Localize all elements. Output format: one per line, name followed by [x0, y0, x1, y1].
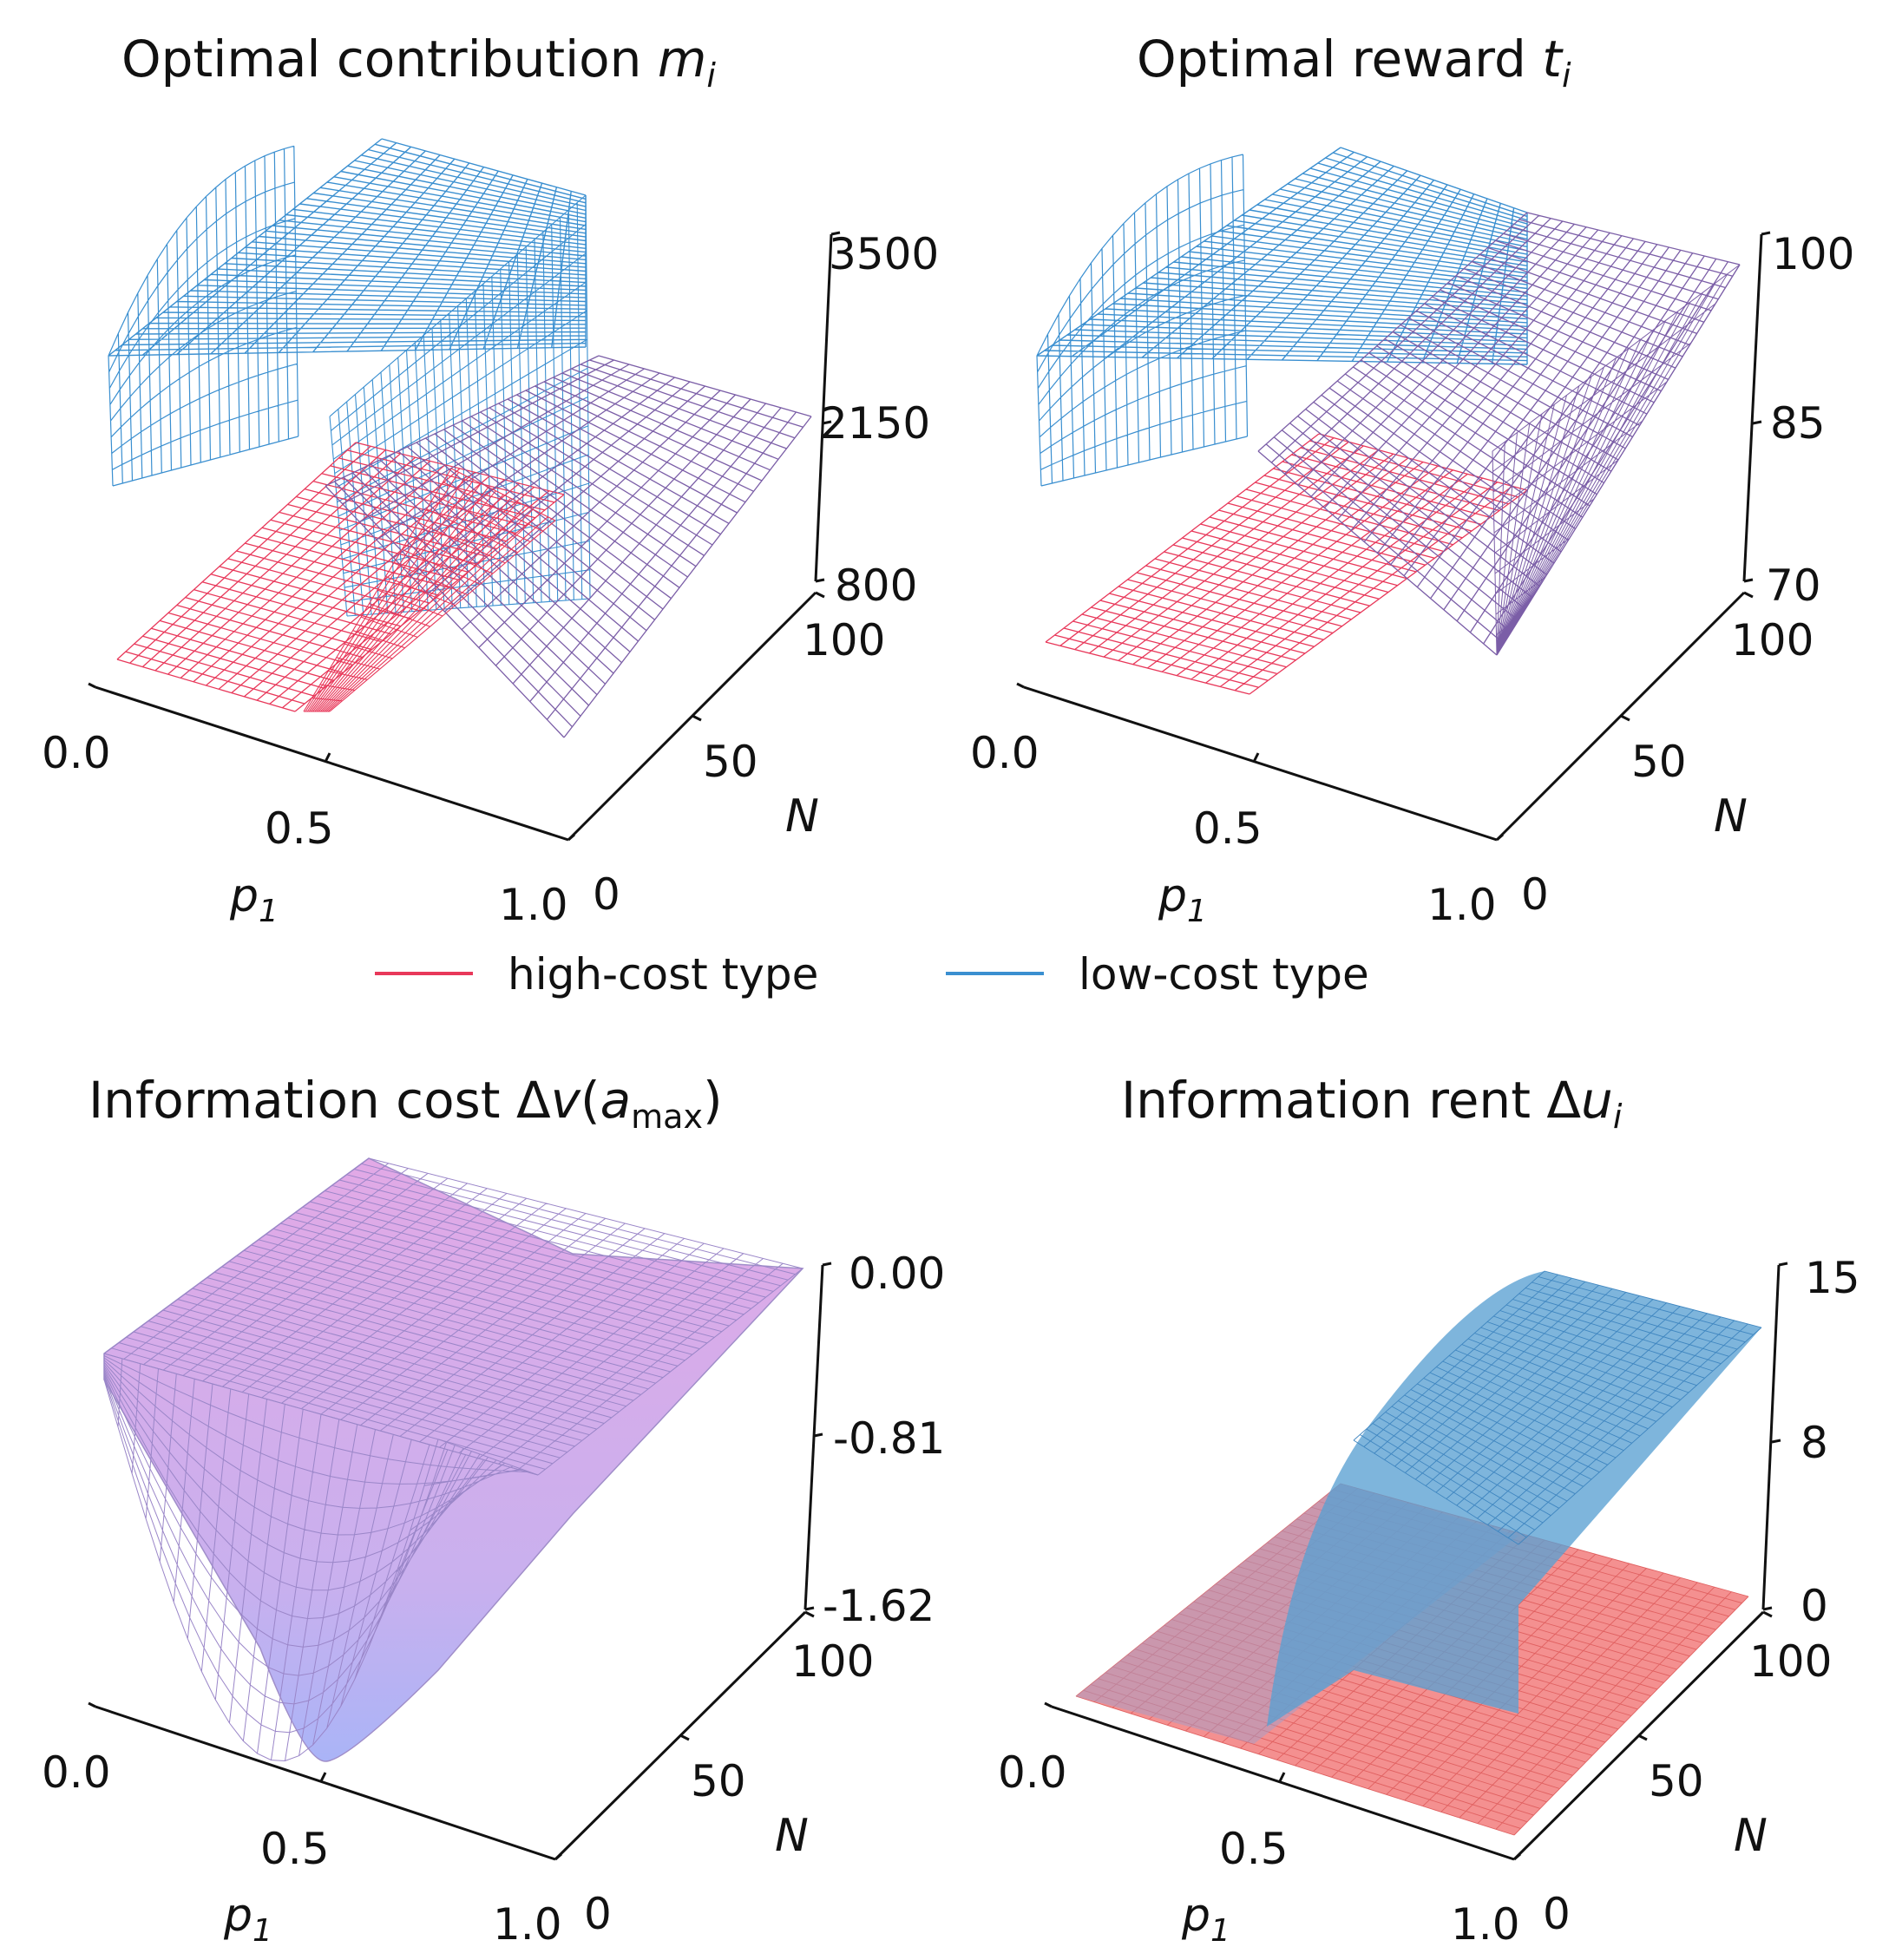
y-tick-2: 100 [1731, 615, 1814, 665]
y-tick-0: 0 [1543, 1889, 1571, 1939]
x-tick-2: 1.0 [499, 880, 568, 930]
x-axis-line [1023, 685, 1498, 842]
high-cost-plane [116, 442, 565, 712]
x-tick-1: 0.5 [265, 803, 334, 854]
y-axis-label: N [1714, 790, 1748, 842]
y-tick-1: 50 [703, 737, 758, 787]
high-cost-raised-sheet [325, 355, 812, 738]
x-axis-line [95, 685, 569, 842]
y-tick-1: 50 [1631, 737, 1687, 787]
z-axis-line [814, 233, 833, 582]
z-tick-1: 85 [1770, 398, 1826, 449]
z-axis-line [1742, 233, 1763, 582]
z-axis-line [803, 1264, 824, 1610]
y-tick-1: 50 [691, 1756, 746, 1806]
x-tick-0: 0.0 [970, 728, 1040, 778]
y-axis-line [567, 591, 817, 842]
legend-label-high-cost: high-cost type [508, 949, 818, 1000]
high-cost-plane [1045, 433, 1528, 695]
title-contribution: Optimal contribution mi [121, 29, 716, 95]
surface-information-cost [103, 1157, 804, 1762]
panel-information-rent: Information rent Δui 0.0 0.5 1.0 p1 0 50… [998, 1071, 1860, 1950]
legend: high-cost type low-cost type [375, 949, 1369, 1000]
x-axis-line [95, 1705, 556, 1861]
x-tick-1: 0.5 [260, 1824, 330, 1874]
y-axis-label: N [775, 1810, 809, 1862]
high-cost-rise [303, 468, 556, 712]
z-tick-2: 15 [1805, 1253, 1860, 1303]
x-axis-label: p1 [223, 1890, 272, 1949]
z-tick-2: 100 [1772, 229, 1854, 279]
y-tick-0: 0 [1521, 869, 1549, 920]
title-information-rent: Information rent Δui [1121, 1071, 1623, 1136]
x-tick-1: 0.5 [1193, 803, 1263, 854]
surfaces-information-rent [1075, 1270, 1762, 1836]
x-tick-0: 0.0 [998, 1747, 1067, 1798]
information-cost-surface [103, 1157, 804, 1762]
z-tick-2: 0.00 [849, 1249, 945, 1299]
low-cost-front-wall [1036, 154, 1249, 487]
x-tick-0: 0.0 [42, 1747, 111, 1798]
low-cost-rent-surface [1267, 1271, 1761, 1727]
surfaces-reward [1036, 147, 1741, 695]
z-tick-0: 800 [835, 560, 917, 611]
axes-information-rent [1044, 1262, 1788, 1861]
information-cost-grid-valley [103, 1353, 539, 1762]
x-tick-2: 1.0 [1427, 880, 1497, 930]
y-tick-2: 100 [803, 615, 885, 665]
y-axis-label: N [1734, 1810, 1768, 1862]
low-cost-plateau [108, 138, 587, 357]
title-information-cost: Information cost Δv(amax) [89, 1071, 723, 1136]
axes-contribution [88, 231, 841, 842]
panel-reward: Optimal reward ti 0.0 0.5 1.0 p1 0 50 10… [970, 29, 1854, 930]
y-tick-0: 0 [593, 869, 620, 920]
y-tick-2: 100 [1749, 1636, 1832, 1687]
x-axis-line [1051, 1705, 1515, 1861]
low-cost-rent-grid [1353, 1270, 1762, 1545]
legend-label-low-cost: low-cost type [1079, 949, 1369, 1000]
y-axis-label: N [785, 790, 819, 842]
panel-contribution: Optimal contribution mi 0.0 0.5 1.0 p1 0… [42, 29, 939, 930]
x-tick-2: 1.0 [493, 1899, 562, 1950]
x-tick-2: 1.0 [1451, 1899, 1520, 1950]
z-tick-2: 3500 [829, 229, 939, 279]
y-axis-line [1495, 591, 1746, 842]
low-cost-plateau [1036, 147, 1528, 365]
y-tick-1: 50 [1649, 1756, 1704, 1806]
x-axis-label: p1 [1158, 870, 1207, 929]
x-tick-0: 0.0 [42, 728, 111, 778]
x-axis-label: p1 [229, 870, 279, 929]
y-tick-2: 100 [791, 1636, 874, 1687]
panel-information-cost: Information cost Δv(amax) 0.0 0.5 1.0 p1… [42, 1071, 945, 1950]
z-tick-1: 2150 [820, 398, 930, 449]
z-tick-0: -1.62 [823, 1581, 935, 1631]
x-tick-1: 0.5 [1219, 1824, 1289, 1874]
z-axis-line [1761, 1264, 1781, 1610]
z-tick-1: -0.81 [833, 1413, 945, 1464]
low-cost-front-wall [108, 145, 299, 487]
z-tick-0: 70 [1766, 560, 1821, 611]
z-tick-0: 0 [1800, 1581, 1828, 1631]
surfaces-contribution [108, 138, 812, 738]
axes-information-cost [88, 1262, 832, 1861]
z-tick-1: 8 [1800, 1418, 1828, 1468]
x-axis-label: p1 [1181, 1890, 1230, 1949]
axes-reward [1016, 231, 1771, 842]
title-reward: Optimal reward ti [1137, 29, 1571, 95]
high-cost-side [1492, 264, 1741, 656]
y-tick-0: 0 [584, 1889, 612, 1939]
